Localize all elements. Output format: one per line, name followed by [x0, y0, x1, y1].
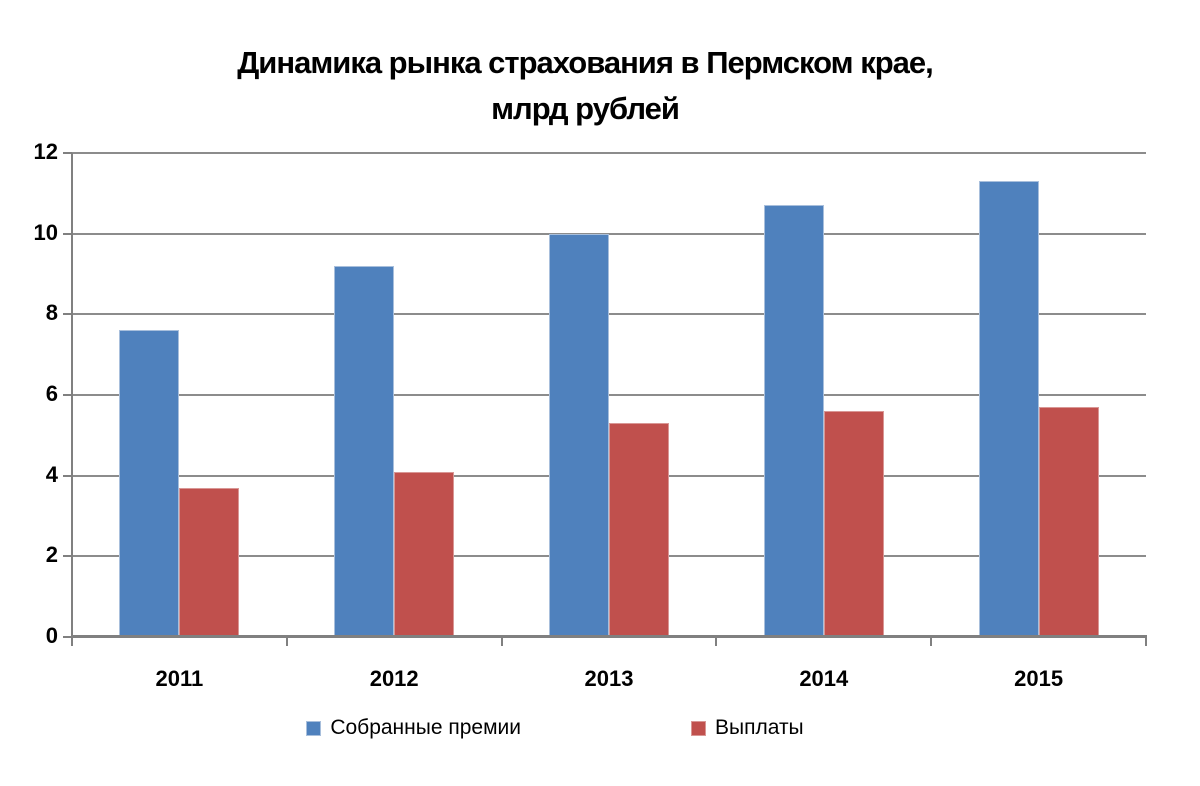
plot-area [63, 152, 1147, 646]
y-axis-tick-12 [63, 152, 72, 154]
y-axis-tick-0 [63, 636, 72, 638]
x-tick-label-2015: 2015 [1014, 666, 1064, 691]
bar-premiums-2011 [119, 330, 180, 637]
bar-payouts-2014 [823, 411, 884, 637]
x-axis-tick-1 [285, 637, 288, 646]
y-tick-label-0: 0 [45, 623, 58, 648]
y-tick-label-10: 10 [33, 219, 58, 245]
x-tick-label-2011: 2011 [155, 666, 204, 691]
y-axis-tick-6 [63, 394, 72, 396]
bar-premiums-2013 [549, 233, 609, 637]
x-axis-tick-4 [930, 637, 933, 646]
legend-swatch-payouts [691, 720, 706, 736]
y-tick-label-4: 4 [45, 461, 58, 487]
bar-payouts-2011 [179, 487, 240, 637]
bar-premiums-2012 [334, 265, 395, 637]
y-tick-label-6: 6 [45, 381, 58, 406]
gridline-y-12 [72, 152, 1146, 154]
chart-legend: Собранные премии Выплаты [0, 716, 1110, 740]
x-axis-tick-0 [71, 637, 73, 646]
chart-title: Динамика рынка страхования в Пермском кр… [0, 40, 1170, 132]
x-tick-label-2013: 2013 [584, 666, 634, 691]
bar-payouts-2015 [1038, 407, 1099, 637]
y-axis-tick-4 [63, 474, 72, 477]
bar-payouts-2012 [394, 471, 455, 637]
legend-item-premiums: Собранные премии [306, 716, 521, 740]
bar-premiums-2014 [763, 205, 824, 637]
y-axis-tick-10 [63, 232, 72, 235]
chart-title-line-1: Динамика рынка страхования в Пермском кр… [237, 45, 934, 80]
y-tick-label-8: 8 [45, 300, 58, 326]
y-tick-label-12: 12 [33, 139, 58, 164]
x-axis-tick-5 [1145, 637, 1147, 646]
x-tick-label-2014: 2014 [799, 666, 849, 691]
bar-premiums-2015 [978, 181, 1039, 637]
x-axis-line [71, 635, 1147, 638]
chart-title-line-2: млрд рублей [491, 91, 680, 126]
x-tick-label-2012: 2012 [369, 666, 419, 691]
x-axis-tick-2 [500, 637, 503, 646]
y-axis-tick-8 [63, 313, 72, 316]
y-axis-line [71, 153, 73, 637]
bar-payouts-2013 [609, 423, 669, 637]
gridline-y-8 [72, 313, 1146, 316]
gridline-y-10 [72, 232, 1146, 235]
legend-swatch-premiums [306, 720, 322, 736]
y-tick-label-2: 2 [45, 542, 58, 568]
legend-label-premiums: Собранные премии [330, 716, 521, 739]
legend-label-payouts: Выплаты [715, 716, 804, 739]
y-axis-tick-2 [63, 555, 72, 558]
gridline-y-6 [72, 394, 1146, 396]
legend-item-payouts: Выплаты [691, 716, 804, 740]
x-axis-tick-3 [715, 637, 718, 646]
